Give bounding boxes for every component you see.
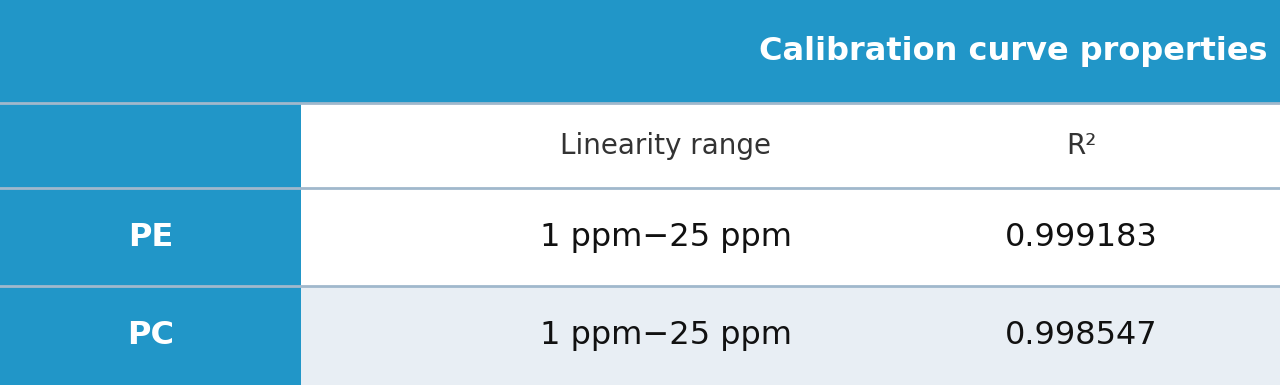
- Bar: [301, 188, 1280, 286]
- Text: R²: R²: [1066, 132, 1097, 159]
- Text: 0.998547: 0.998547: [1005, 320, 1158, 351]
- Bar: [0, 103, 301, 188]
- Bar: [0, 286, 301, 385]
- Text: PE: PE: [128, 222, 173, 253]
- Text: Linearity range: Linearity range: [561, 132, 771, 159]
- Text: 1 ppm−25 ppm: 1 ppm−25 ppm: [540, 222, 791, 253]
- Text: 0.999183: 0.999183: [1005, 222, 1158, 253]
- Text: Calibration curve properties: Calibration curve properties: [759, 36, 1267, 67]
- Bar: [0, 0, 1280, 103]
- Bar: [301, 286, 1280, 385]
- Text: PC: PC: [127, 320, 174, 351]
- Bar: [301, 103, 1280, 188]
- Text: 1 ppm−25 ppm: 1 ppm−25 ppm: [540, 320, 791, 351]
- Bar: [0, 188, 301, 286]
